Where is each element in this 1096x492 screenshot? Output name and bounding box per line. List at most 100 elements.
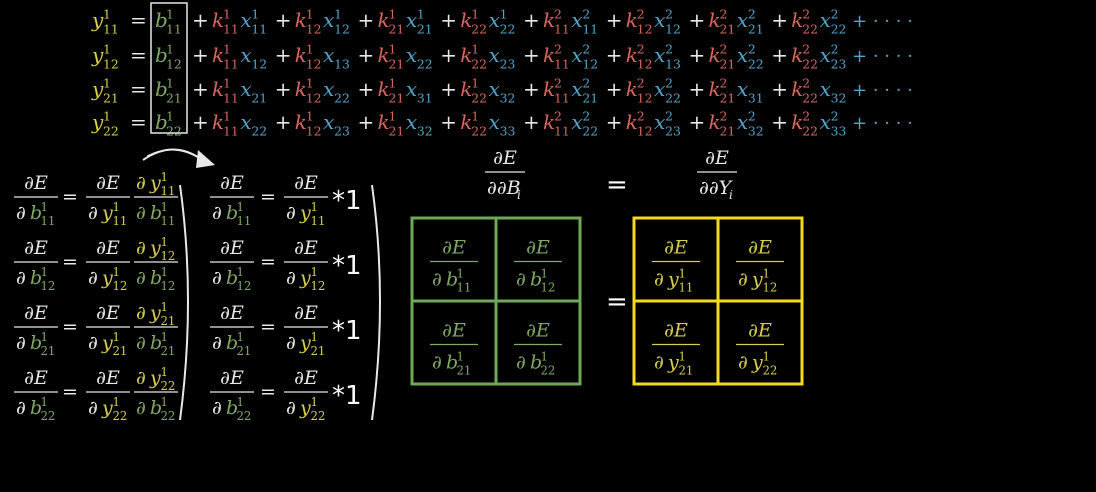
- input-term-base: x: [654, 110, 665, 134]
- plus-sign: +: [275, 8, 292, 32]
- input-term-base: x: [571, 110, 582, 134]
- input-term-sup: 2: [582, 7, 590, 22]
- input-term-base: x: [489, 110, 500, 134]
- input-term: x 232: [737, 109, 764, 139]
- kernel-term-base: k: [460, 110, 472, 134]
- input-term-base: x: [489, 8, 500, 32]
- plus-sign: +: [771, 43, 788, 67]
- cell-partial: ∂: [516, 269, 526, 291]
- dE-db-fraction-denominator-sub: 21: [40, 344, 55, 358]
- dy-db-fraction-denominator-sup: 1: [160, 265, 168, 279]
- input-term-sup: 2: [748, 7, 756, 22]
- dy-db-fraction-denominator-sub: 21: [160, 344, 175, 358]
- kernel-term-sub: 12: [637, 56, 653, 71]
- kernel-term-base: k: [543, 110, 555, 134]
- input-term-base: x: [489, 43, 500, 67]
- dE-dy-fraction-denominator-sup: 1: [112, 330, 120, 344]
- input-term-sup: 2: [831, 42, 839, 57]
- kernel-term-base: k: [626, 43, 638, 67]
- expansion-row: = + + + + + + + + + · · · ·: [130, 77, 913, 101]
- dE-dy-fraction-denominator-sup: 1: [310, 265, 318, 279]
- kernel-term-base: k: [709, 43, 721, 67]
- bias-term-sub: 21: [166, 90, 182, 105]
- output-gradient-grid-cell: ∂E∂: [652, 320, 700, 374]
- cell-partial: ∂: [738, 352, 748, 374]
- dE-dy-fraction-denominator: y 121: [299, 330, 325, 358]
- dE-dy-fraction-denominator-sub: 12: [310, 279, 325, 293]
- dE-db-fraction-denominator-sub: 22: [40, 409, 55, 423]
- dE-dY-header-denominator: ∂∂Y: [699, 177, 734, 199]
- kernel-term-sub: 12: [637, 21, 653, 36]
- dE-db-fraction-denominator-sup: 1: [40, 200, 48, 214]
- input-term: x 23: [323, 110, 350, 138]
- dy-db-fraction-numerator-base: y: [149, 172, 161, 194]
- dy-db-fraction-denominator-base: b: [150, 202, 162, 224]
- dE-db-fraction-denominator-sup: 1: [40, 265, 48, 279]
- input-term-sup: 2: [582, 42, 590, 57]
- kernel-term-sub: 21: [389, 21, 405, 36]
- input-term-sub: 21: [748, 21, 764, 36]
- input-term-sub: 22: [582, 123, 598, 138]
- input-term-base: x: [820, 110, 831, 134]
- plus-sign: +: [689, 77, 706, 101]
- input-term: x 212: [571, 42, 598, 72]
- plus-sign: +: [440, 110, 457, 134]
- plus-sign: +: [440, 77, 457, 101]
- input-term: x 233: [820, 109, 847, 139]
- y-output: y 121: [91, 76, 119, 106]
- kernel-term-sub: 11: [554, 123, 570, 138]
- equals-sign: =: [606, 170, 628, 200]
- input-term: x 32: [406, 110, 433, 138]
- dy-db-fraction-denominator-base: b: [150, 332, 162, 354]
- kernel-term-sub: 22: [471, 56, 487, 71]
- input-term-sup: 2: [831, 7, 839, 22]
- dy-db-fraction-partial-den: ∂: [136, 202, 146, 224]
- dE-db-fraction: ∂E ∂: [14, 237, 58, 289]
- kernel-term-base: k: [543, 43, 555, 67]
- input-term-sub: 13: [334, 56, 350, 71]
- kernel-term-base: k: [709, 8, 721, 32]
- y-output-sup: 1: [103, 109, 111, 124]
- equals-sign: =: [606, 287, 628, 317]
- kernel-term-base: k: [543, 77, 555, 101]
- dE-db-fraction: ∂E ∂: [14, 302, 58, 354]
- plus-sign: +: [523, 43, 540, 67]
- dE-dy-fraction-denominator-base: y: [101, 397, 113, 419]
- kernel-term-sub: 22: [471, 21, 487, 36]
- kernel-term-sub: 12: [306, 56, 322, 71]
- curved-arrow-shadow: [146, 149, 203, 161]
- input-term: x 12: [240, 43, 267, 71]
- dE-db-fraction-denominator-sub: 11: [236, 214, 251, 228]
- input-term: x 32: [820, 77, 847, 105]
- kernel-term-sub: 11: [223, 56, 239, 71]
- plus-sign: +: [606, 77, 623, 101]
- dE-db-fraction-numerator: ∂E: [24, 302, 48, 324]
- kernel-term-sub: 21: [389, 123, 405, 138]
- kernel-term-base: k: [709, 77, 721, 101]
- dE-db-fraction-denominator-base: b: [226, 202, 238, 224]
- kernel-term-sub: 12: [637, 90, 653, 105]
- kernel-term-base: k: [212, 77, 224, 101]
- y-output-sup: 1: [103, 42, 111, 57]
- input-term-sup: 1: [334, 7, 342, 22]
- cell-numerator: ∂E: [442, 237, 466, 259]
- input-term-sub: 22: [251, 123, 267, 138]
- dE-dy-fraction-denominator: y 122: [299, 395, 325, 423]
- dy-db-fraction: ∂∂: [134, 172, 178, 224]
- cell-partial: ∂: [738, 269, 748, 291]
- dy-db-fraction-numerator-base: y: [149, 367, 161, 389]
- input-term: x 121: [406, 7, 433, 37]
